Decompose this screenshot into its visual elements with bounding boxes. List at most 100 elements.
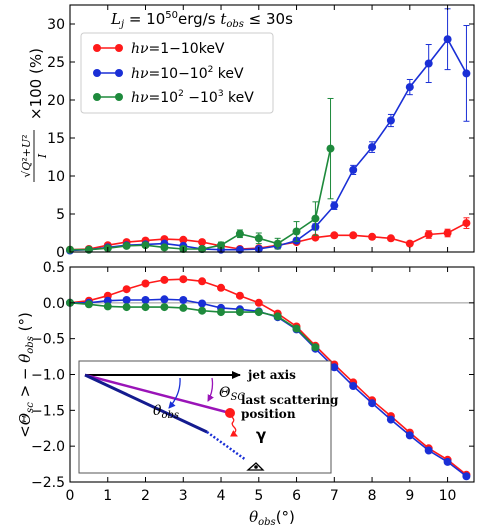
- scattering-point: [225, 408, 235, 418]
- observer-line-dotted: [206, 430, 247, 462]
- y-tick-label: 15: [47, 131, 65, 147]
- y-tick-label: 25: [47, 55, 65, 71]
- data-point: [198, 299, 207, 308]
- x-tick-label: 10: [439, 488, 457, 504]
- legend-label: hν=10−102 keV: [131, 65, 244, 82]
- data-point: [368, 399, 377, 408]
- theta-sc-arc: [207, 377, 214, 402]
- data-point: [349, 165, 358, 174]
- data-point: [179, 296, 188, 304]
- inset-box: [78, 360, 332, 474]
- data-point: [368, 143, 377, 152]
- data-point: [103, 296, 112, 305]
- x-tick-label: 3: [179, 488, 188, 504]
- bottom-ylabel-text: <Θsc > − θobs (°): [16, 312, 36, 438]
- data-point: [386, 415, 395, 424]
- data-point: [122, 296, 131, 304]
- data-point: [235, 308, 244, 317]
- data-point: [179, 235, 188, 244]
- bottom-marks: [66, 275, 471, 481]
- legend-entry-100-1000kev: hν=102 −103 keV: [93, 89, 254, 106]
- legend-marker-point: [115, 44, 123, 52]
- data-point: [141, 241, 150, 250]
- data-point: [235, 291, 244, 300]
- data-point: [160, 295, 169, 304]
- bottom-yticks: −2.5 −2.0 −1.5 −1.0 −0.5 0.0 0.5: [31, 260, 474, 491]
- bottom-ylabel: <Θsc > − θobs (°): [16, 312, 36, 438]
- y-tick-label: 20: [47, 93, 65, 109]
- series-2: [66, 97, 335, 254]
- top-ylabel-scale: ×100 (%): [27, 48, 45, 120]
- data-point: [122, 285, 131, 294]
- data-point: [292, 324, 301, 333]
- photon-wavy-path: [230, 416, 238, 437]
- y-tick-label: −2.5: [31, 475, 65, 491]
- data-point: [330, 363, 339, 372]
- top-plot-frame: [69, 4, 475, 253]
- y-tick-label: −1.0: [31, 368, 65, 384]
- photon-label: γ: [256, 426, 266, 444]
- data-point: [198, 245, 207, 253]
- x-tick-label: 4: [217, 488, 226, 504]
- data-point: [273, 312, 282, 321]
- data-point: [217, 241, 225, 250]
- x-tick-label: 6: [292, 488, 301, 504]
- data-point: [443, 35, 452, 44]
- data-point: [386, 234, 395, 243]
- data-point: [122, 241, 131, 250]
- y-tick-label: 0.5: [43, 260, 65, 276]
- data-point: [405, 239, 414, 248]
- data-point: [462, 219, 471, 228]
- legend-label: hν=1−10keV: [131, 41, 225, 57]
- data-point: [160, 243, 169, 252]
- theta-obs-arc: [168, 377, 181, 409]
- legend-entry-10-100kev: hν=10−102 keV: [93, 65, 244, 82]
- data-point: [405, 431, 414, 440]
- scatter-direction-line: [84, 373, 231, 415]
- data-point: [198, 238, 207, 247]
- y-tick-label: 10: [47, 169, 65, 185]
- data-point: [254, 298, 263, 307]
- data-point: [160, 303, 169, 312]
- data-point: [330, 201, 339, 210]
- legend-marker-point: [115, 69, 123, 77]
- data-point: [462, 472, 471, 481]
- theta-sc-label: ΘSC: [219, 385, 245, 403]
- series-2: [66, 298, 320, 352]
- data-point: [311, 343, 320, 352]
- legend: hν=1−10keV hν=10−102 keV hν=102 −103 keV: [80, 32, 274, 114]
- data-point: [424, 446, 433, 455]
- data-point: [198, 277, 207, 286]
- eye-icon: [246, 462, 265, 471]
- data-point: [405, 83, 414, 92]
- top-panel: 0 5 10 15 20 25 30 Lj = 1050erg/s tobs ≤ 30s h…: [20, 4, 475, 261]
- data-point: [443, 229, 452, 237]
- x-tick-label: 9: [405, 488, 414, 504]
- series-0: [66, 275, 471, 479]
- x-tick-label: 1: [103, 488, 112, 504]
- top-annotation: Lj = 1050erg/s tobs ≤ 30s: [110, 10, 293, 30]
- data-point: [179, 275, 188, 284]
- top-yticks: 0 5 10 15 20 25 30: [47, 5, 474, 261]
- legend-label: hν=102 −103 keV: [131, 89, 254, 106]
- data-point: [424, 230, 433, 239]
- data-point: [179, 303, 188, 312]
- bottom-xlabel: θobs(°): [249, 508, 295, 528]
- y-tick-label: −2.0: [31, 439, 65, 455]
- top-marks: [66, 8, 471, 255]
- legend-marker-point: [93, 44, 101, 52]
- data-point: [330, 231, 339, 240]
- data-point: [103, 302, 112, 311]
- data-point: [217, 308, 225, 317]
- y-tick-label: 5: [56, 207, 65, 223]
- data-point: [273, 239, 282, 248]
- legend-marker-point: [115, 93, 123, 101]
- series-line: [69, 278, 467, 476]
- data-point: [254, 234, 263, 243]
- legend-marker-point: [93, 69, 101, 77]
- legend-box: [80, 32, 274, 114]
- data-point: [462, 69, 471, 78]
- top-ylabel-sqrt: √Q²+U²: [20, 134, 33, 177]
- data-point: [292, 227, 301, 236]
